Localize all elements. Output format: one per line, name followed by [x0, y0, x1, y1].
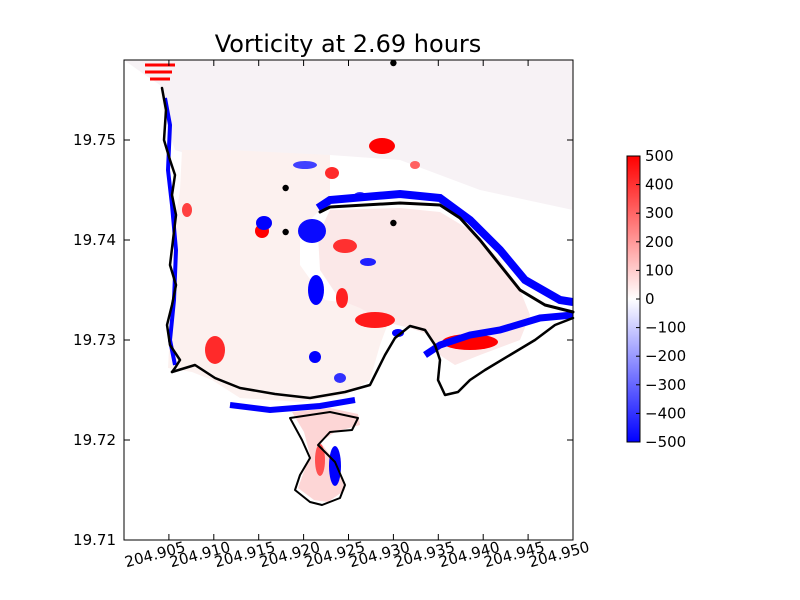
vortex-red-10: [315, 444, 325, 476]
vortex-blue-2: [298, 219, 326, 243]
vortex-blue-4: [360, 258, 376, 266]
northern-field: [124, 60, 573, 210]
colorbar-tick-label: 500: [645, 147, 674, 165]
vortex-blue-7: [392, 329, 404, 337]
colorbar-tick-label: 300: [645, 204, 674, 222]
vortex-red-1: [369, 138, 395, 154]
shear-layer-south: [229, 397, 356, 414]
coastline-west: [160, 86, 182, 374]
coastline-south: [170, 316, 575, 400]
gauge-points: [282, 59, 397, 236]
plot-area: 204.905204.910204.915204.920204.925204.9…: [73, 59, 591, 571]
vortex-blue-1: [256, 216, 272, 230]
colorbar-tick-label: −400: [645, 404, 686, 422]
colorbar-tick-label: 400: [645, 176, 674, 194]
breakwater: [318, 201, 575, 314]
vortex-blue-8: [329, 446, 341, 486]
vortex-red-9: [182, 203, 192, 217]
y-tick-label: 19.74: [73, 231, 116, 249]
vortex-red-6: [355, 312, 395, 328]
vortex-red-11: [410, 161, 420, 169]
colorbar-tick-label: −500: [645, 433, 686, 451]
vortex-red-5: [336, 288, 348, 308]
colorbar-tick-label: −200: [645, 347, 686, 365]
vortex-blue-3: [308, 275, 324, 305]
vortex-red-4: [333, 239, 357, 253]
gauge-point: [282, 184, 289, 192]
lagoon-water: [292, 408, 360, 502]
colorbar: 500 400 300 200 100 0 −100 −200 −300 −400 −500: [626, 147, 686, 451]
colorbar-tick-label: 200: [645, 233, 674, 251]
colorbar-tick-label: 0: [645, 290, 655, 308]
harbor-water: [318, 208, 530, 365]
gauge-point: [282, 228, 289, 236]
vortex-red-2: [325, 167, 339, 179]
shear-layer-north: [315, 189, 573, 306]
vortex-blue-9: [293, 161, 317, 169]
vortex-blue-5: [309, 351, 321, 363]
gauge-point: [390, 219, 397, 227]
bay-water: [168, 150, 390, 402]
colorbar-tick-label: 100: [645, 261, 674, 279]
colorbar-tick-label: −100: [645, 319, 686, 337]
vortex-blue-6: [334, 373, 346, 383]
colorbar-tick-label: −300: [645, 376, 686, 394]
coastlines: [160, 86, 575, 506]
vorticity-field: [124, 60, 573, 502]
vortex-red-8: [205, 336, 225, 364]
y-axis: 19.71 19.72 19.73 19.74 19.75: [73, 131, 573, 549]
y-tick-label: 19.71: [73, 531, 116, 549]
y-tick-label: 19.73: [73, 331, 116, 349]
shear-layer-east: [423, 311, 573, 358]
y-tick-label: 19.75: [73, 131, 116, 149]
y-tick-label: 19.72: [73, 431, 116, 449]
colorbar-ticks: 500 400 300 200 100 0 −100 −200 −300 −400 −500: [636, 147, 686, 451]
pixel-edge-artifacts: [145, 63, 175, 81]
chart-title: Vorticity at 2.69 hours: [215, 30, 482, 58]
coastline-peninsula: [289, 411, 359, 506]
